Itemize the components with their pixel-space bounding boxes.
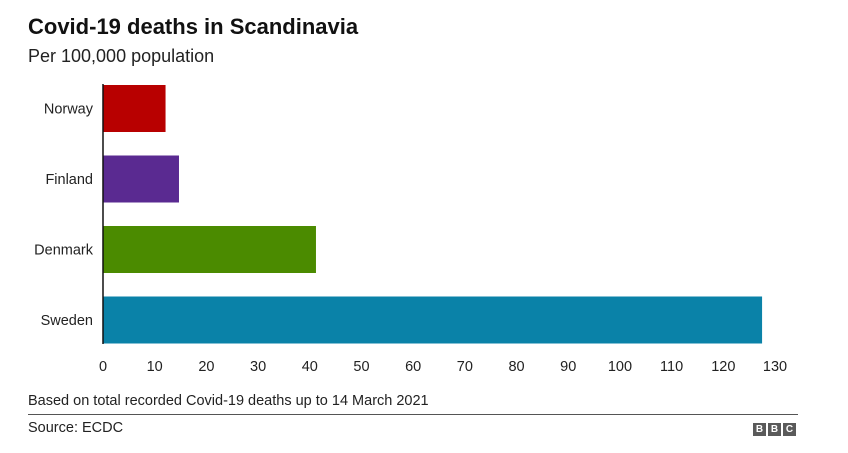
x-tick-label-110: 110 xyxy=(660,359,683,375)
category-label-sweden: Sweden xyxy=(41,313,93,329)
bar-denmark xyxy=(103,226,316,273)
x-tick-label-120: 120 xyxy=(711,359,735,375)
chart-title: Covid-19 deaths in Scandinavia xyxy=(28,14,359,39)
x-tick-label-50: 50 xyxy=(353,359,369,375)
x-tick-label-130: 130 xyxy=(763,359,787,375)
category-label-norway: Norway xyxy=(44,102,94,118)
category-label-denmark: Denmark xyxy=(34,243,94,259)
bar-finland xyxy=(103,155,179,203)
x-tick-label-10: 10 xyxy=(147,359,163,375)
category-label-finland: Finland xyxy=(45,172,93,188)
source-label: Source: ECDC xyxy=(28,420,124,436)
logo-letter-b1: B xyxy=(753,423,766,436)
bar-sweden xyxy=(103,296,763,344)
logo-letter-b2: B xyxy=(768,423,781,436)
x-tick-label-100: 100 xyxy=(608,359,632,375)
x-tick-label-40: 40 xyxy=(302,359,318,375)
logo-letter-c: C xyxy=(783,423,796,436)
x-tick-label-60: 60 xyxy=(405,359,421,375)
footer-divider xyxy=(28,414,798,415)
bbc-logo: B B C xyxy=(753,423,796,436)
x-tick-label-30: 30 xyxy=(250,359,266,375)
x-tick-label-0: 0 xyxy=(99,359,107,375)
footnote: Based on total recorded Covid-19 deaths … xyxy=(28,393,429,409)
bar-norway xyxy=(103,85,166,132)
x-tick-label-20: 20 xyxy=(198,359,214,375)
x-tick-label-80: 80 xyxy=(508,359,524,375)
chart-subtitle: Per 100,000 population xyxy=(28,46,215,66)
x-tick-label-70: 70 xyxy=(457,359,473,375)
x-tick-label-90: 90 xyxy=(560,359,576,375)
